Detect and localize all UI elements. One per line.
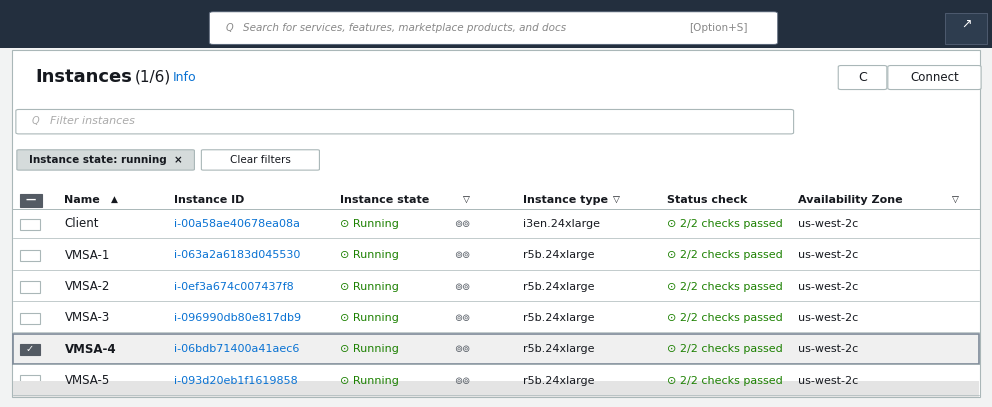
FancyBboxPatch shape: [838, 66, 887, 90]
Text: Info: Info: [173, 71, 196, 84]
Text: us-west-2c: us-west-2c: [798, 250, 858, 260]
FancyBboxPatch shape: [12, 50, 980, 397]
Text: ⊙ Running: ⊙ Running: [340, 282, 399, 291]
Text: Availability Zone: Availability Zone: [798, 195, 902, 205]
Text: ⊚⊚: ⊚⊚: [454, 376, 470, 385]
Text: i-06bdb71400a41aec6: i-06bdb71400a41aec6: [174, 344, 299, 354]
Text: ⊚⊚: ⊚⊚: [454, 219, 470, 229]
Text: r5b.24xlarge: r5b.24xlarge: [523, 344, 594, 354]
Text: Client: Client: [64, 217, 99, 230]
Bar: [13, 334, 979, 363]
Text: ▽: ▽: [613, 195, 620, 204]
Text: us-west-2c: us-west-2c: [798, 344, 858, 354]
FancyBboxPatch shape: [16, 109, 794, 134]
Text: Q: Q: [225, 23, 233, 33]
Text: Connect: Connect: [910, 71, 959, 84]
Text: ⊙ 2/2 checks passed: ⊙ 2/2 checks passed: [667, 282, 783, 291]
Text: ⊙ 2/2 checks passed: ⊙ 2/2 checks passed: [667, 250, 783, 260]
Text: us-west-2c: us-west-2c: [798, 219, 858, 229]
Text: ⊙ 2/2 checks passed: ⊙ 2/2 checks passed: [667, 313, 783, 323]
Text: us-west-2c: us-west-2c: [798, 313, 858, 323]
FancyBboxPatch shape: [20, 344, 40, 355]
FancyBboxPatch shape: [201, 150, 319, 170]
Text: i-00a58ae40678ea08a: i-00a58ae40678ea08a: [174, 219, 300, 229]
Text: ⊙ Running: ⊙ Running: [340, 344, 399, 354]
Text: ↗: ↗: [961, 18, 971, 31]
Text: ▲: ▲: [111, 195, 118, 204]
Text: ⊙ 2/2 checks passed: ⊙ 2/2 checks passed: [667, 376, 783, 385]
FancyBboxPatch shape: [0, 0, 992, 48]
FancyBboxPatch shape: [945, 13, 987, 44]
FancyBboxPatch shape: [20, 219, 40, 230]
Text: ⊙ Running: ⊙ Running: [340, 250, 399, 260]
Text: Instance state: running  ×: Instance state: running ×: [29, 155, 183, 165]
Text: Instances: Instances: [36, 68, 133, 86]
Bar: [13, 381, 979, 397]
Text: i3en.24xlarge: i3en.24xlarge: [523, 219, 600, 229]
Text: Search for services, features, marketplace products, and docs: Search for services, features, marketpla…: [243, 23, 566, 33]
Text: Name: Name: [64, 195, 100, 205]
Text: ⊙ Running: ⊙ Running: [340, 376, 399, 385]
Text: Status check: Status check: [667, 195, 747, 205]
FancyBboxPatch shape: [17, 150, 194, 170]
Text: VMSA-3: VMSA-3: [64, 311, 110, 324]
Text: ⊚⊚: ⊚⊚: [454, 313, 470, 323]
Text: i-096990db80e817db9: i-096990db80e817db9: [174, 313, 301, 323]
Text: ⊙ Running: ⊙ Running: [340, 313, 399, 323]
FancyBboxPatch shape: [209, 12, 778, 44]
Text: —: —: [26, 195, 36, 205]
Text: ⊚⊚: ⊚⊚: [454, 344, 470, 354]
Text: VMSA-4: VMSA-4: [64, 343, 116, 356]
FancyBboxPatch shape: [20, 281, 40, 293]
Text: VMSA-5: VMSA-5: [64, 374, 110, 387]
FancyBboxPatch shape: [20, 313, 40, 324]
Text: Clear filters: Clear filters: [230, 155, 291, 165]
Text: r5b.24xlarge: r5b.24xlarge: [523, 376, 594, 385]
Text: [Option+S]: [Option+S]: [689, 23, 748, 33]
Text: r5b.24xlarge: r5b.24xlarge: [523, 313, 594, 323]
Text: i-0ef3a674c007437f8: i-0ef3a674c007437f8: [174, 282, 294, 291]
Text: us-west-2c: us-west-2c: [798, 376, 858, 385]
Text: Filter instances: Filter instances: [50, 116, 135, 126]
Text: Instance type: Instance type: [523, 195, 608, 205]
FancyBboxPatch shape: [20, 375, 40, 387]
Text: ✓: ✓: [26, 344, 34, 354]
Text: ▽: ▽: [952, 195, 959, 204]
Text: VMSA-1: VMSA-1: [64, 249, 110, 262]
Text: ⊙ Running: ⊙ Running: [340, 219, 399, 229]
Text: i-093d20eb1f1619858: i-093d20eb1f1619858: [174, 376, 298, 385]
FancyBboxPatch shape: [20, 250, 40, 261]
Text: ⊙ 2/2 checks passed: ⊙ 2/2 checks passed: [667, 344, 783, 354]
FancyBboxPatch shape: [888, 66, 981, 90]
Text: C: C: [858, 71, 867, 84]
Text: VMSA-2: VMSA-2: [64, 280, 110, 293]
Text: ⊙ 2/2 checks passed: ⊙ 2/2 checks passed: [667, 219, 783, 229]
FancyBboxPatch shape: [20, 194, 42, 207]
Text: ⊚⊚: ⊚⊚: [454, 282, 470, 291]
Text: Instance ID: Instance ID: [174, 195, 244, 205]
Text: (1/6): (1/6): [135, 70, 172, 85]
Text: ⊚⊚: ⊚⊚: [454, 250, 470, 260]
Text: Q: Q: [32, 116, 40, 126]
Text: r5b.24xlarge: r5b.24xlarge: [523, 282, 594, 291]
Text: ▽: ▽: [463, 195, 470, 204]
Text: Instance state: Instance state: [340, 195, 430, 205]
Text: i-063a2a6183d045530: i-063a2a6183d045530: [174, 250, 300, 260]
Text: r5b.24xlarge: r5b.24xlarge: [523, 250, 594, 260]
Text: us-west-2c: us-west-2c: [798, 282, 858, 291]
